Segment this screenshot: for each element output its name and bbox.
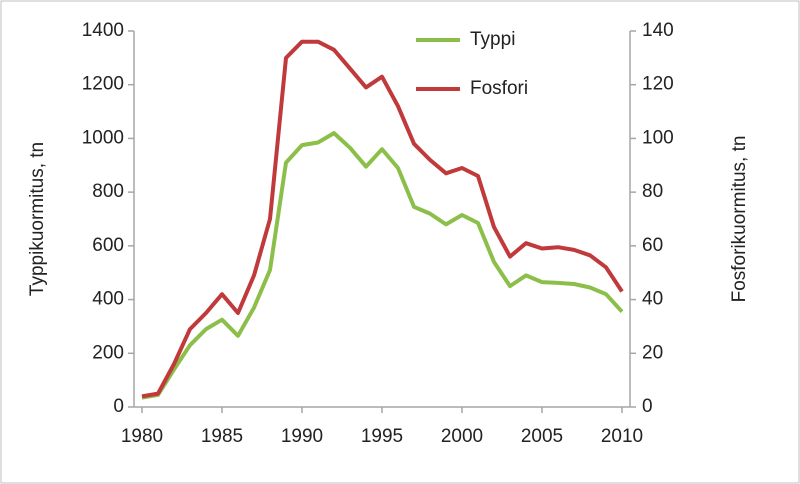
y2-tick-label: 20 <box>642 342 663 363</box>
line-series <box>141 131 624 400</box>
y2-tick-label: 80 <box>642 181 663 202</box>
y-tick-label: 1000 <box>82 127 124 148</box>
x-tick-label: 1985 <box>201 426 243 447</box>
y2-tick-label: 100 <box>642 127 674 148</box>
y-tick-label: 0 <box>113 396 124 417</box>
y2-tick-label: 40 <box>642 289 663 310</box>
y-tick-label: 600 <box>92 235 124 256</box>
x-tick-label: 2005 <box>521 426 563 447</box>
x-tick-label: 2010 <box>601 426 643 447</box>
y-tick-label: 200 <box>92 342 124 363</box>
y2-tick-label: 0 <box>642 396 653 417</box>
y-tick-label: 1400 <box>82 20 124 41</box>
y-tick-label: 800 <box>92 181 124 202</box>
y2-axis-label: Fosforikuormitus, tn <box>729 136 750 303</box>
x-tick-label: 1995 <box>361 426 403 447</box>
x-tick-label: 2000 <box>441 426 483 447</box>
y2-tick-label: 120 <box>642 74 674 95</box>
y2-tick-label: 60 <box>642 235 663 256</box>
y-tick-label: 400 <box>92 289 124 310</box>
line-series <box>141 39 624 399</box>
y-axis-label: Typpikuormitus, tn <box>27 142 48 296</box>
y2-tick-label: 140 <box>642 20 674 41</box>
x-tick-label: 1990 <box>281 426 323 447</box>
y-tick-label: 1200 <box>82 74 124 95</box>
x-tick-label: 1980 <box>121 426 163 447</box>
legend-label: Fosfori <box>470 78 528 99</box>
legend-label: Typpi <box>470 29 515 50</box>
